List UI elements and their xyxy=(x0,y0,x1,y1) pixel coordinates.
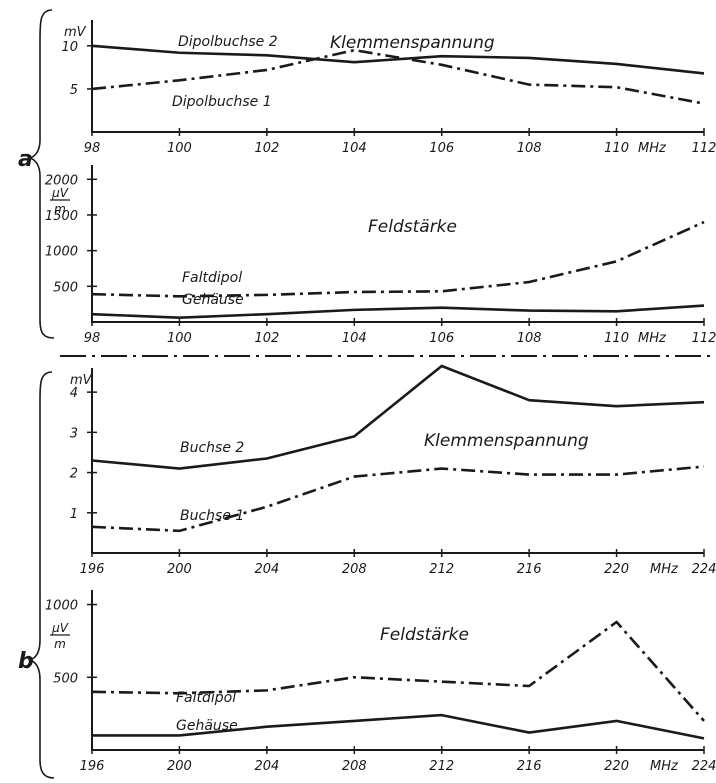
x-tick-label: 106 xyxy=(429,331,454,346)
series-label: Gehäuse xyxy=(182,292,244,308)
x-tick-label: 216 xyxy=(517,759,542,774)
group-brace-b xyxy=(27,371,55,779)
series-line-dipolbuchse-2 xyxy=(91,44,705,75)
x-tick-label: 196 xyxy=(80,759,105,774)
x-tick-label: 200 xyxy=(167,562,192,577)
series-line-geh-use xyxy=(92,713,705,740)
series-line-geh-use xyxy=(91,304,705,320)
y-axis-label: mV xyxy=(70,373,93,388)
group-label-b: b xyxy=(18,649,34,674)
y-tick-label: 1000 xyxy=(45,599,78,614)
y-tick-label: 5 xyxy=(70,83,78,98)
x-tick-label: 208 xyxy=(342,759,367,774)
x-tick-label: 108 xyxy=(517,141,542,156)
series-label: Dipolbuchse 2 xyxy=(178,34,278,50)
series-label: Gehäuse xyxy=(176,718,238,734)
axes xyxy=(91,368,704,554)
x-tick-label: 104 xyxy=(342,141,367,156)
y-tick-label: 10 xyxy=(61,40,78,55)
x-tick-label: 196 xyxy=(80,562,105,577)
y-tick-label: 2000 xyxy=(45,173,78,188)
charts-container: 98 100 102 104 106 108 110 112MHz510mVKlemmensp… xyxy=(45,20,716,774)
x-axis-unit: MHz xyxy=(638,141,667,156)
x-tick-label: 108 xyxy=(517,331,542,346)
x-tick-label: 216 xyxy=(517,562,542,577)
x-tick-label: 204 xyxy=(254,562,279,577)
series-line-faltdipol xyxy=(91,220,705,298)
x-tick-label: 102 xyxy=(254,331,279,346)
y-tick-label: 500 xyxy=(53,280,78,295)
series-line-dipolbuchse-1 xyxy=(91,48,705,105)
series-label: Faltdipol xyxy=(176,690,236,706)
x-tick-label: 98 xyxy=(84,331,101,346)
chart-title: Klemmenspannung xyxy=(330,33,495,53)
x-tick-label: 110 xyxy=(604,141,629,156)
group-label-a: a xyxy=(18,147,33,172)
x-tick-label: 212 xyxy=(429,562,454,577)
series-line-faltdipol xyxy=(91,620,705,722)
y-tick-label: 3 xyxy=(70,426,78,441)
series-label: Buchse 1 xyxy=(180,508,244,524)
series-line-buchse-1 xyxy=(91,465,705,533)
x-tick-label: 220 xyxy=(604,759,629,774)
chart-title: Feldstärke xyxy=(368,217,457,237)
x-tick-label: 102 xyxy=(254,141,279,156)
x-tick-label: 110 xyxy=(604,331,629,346)
x-tick-label: 224 xyxy=(692,759,716,774)
series-label: Dipolbuchse 1 xyxy=(172,94,272,110)
y-tick-label: 1 xyxy=(70,507,78,522)
x-axis-unit: MHz xyxy=(650,759,679,774)
chart-panel-3: 196 200 204 208 212 216 220 224 MHz 1 2 3 4mV Klemmen… xyxy=(70,364,716,577)
x-tick-label: 204 xyxy=(254,759,279,774)
x-tick-label: 208 xyxy=(342,562,367,577)
x-tick-label: 100 xyxy=(167,331,192,346)
chart-title: Feldstärke xyxy=(380,625,469,645)
y-axis-label-denominator: m xyxy=(54,637,66,651)
x-tick-label: 112 xyxy=(692,331,716,346)
chart-title: Klemmenspannung xyxy=(424,431,589,451)
x-tick-label: 212 xyxy=(429,759,454,774)
group-brace-a xyxy=(27,9,55,339)
x-tick-label: 220 xyxy=(604,562,629,577)
x-axis-unit: MHz xyxy=(650,562,679,577)
y-axis-label-numerator: µV xyxy=(51,621,69,635)
x-tick-label: 104 xyxy=(342,331,367,346)
x-tick-label: 112 xyxy=(692,141,716,156)
chart-panel-4: 196 200 204 208 212 216 220 224 MHz 500 1000 µV m Fel… xyxy=(45,590,716,774)
y-tick-label: 1500 xyxy=(45,209,78,224)
y-axis-label-numerator: µV xyxy=(51,186,69,200)
y-axis-label: mV xyxy=(64,25,87,40)
series-label: Faltdipol xyxy=(182,270,242,286)
y-tick-label: 1000 xyxy=(45,245,78,260)
x-tick-label: 106 xyxy=(429,141,454,156)
y-tick-label: 500 xyxy=(53,671,78,686)
chart-panel-2: 98 100 102 104 106 108 110 112 MHz 500 1000 1500 200… xyxy=(45,165,716,346)
x-tick-label: 200 xyxy=(167,759,192,774)
x-axis-unit: MHz xyxy=(638,331,667,346)
series-line-buchse-2 xyxy=(91,364,705,470)
y-tick-label: 4 xyxy=(70,386,78,401)
y-tick-label: 2 xyxy=(70,467,78,482)
x-tick-label: 100 xyxy=(167,141,192,156)
x-tick-label: 98 xyxy=(84,141,101,156)
x-tick-label: 224 xyxy=(692,562,716,577)
series-label: Buchse 2 xyxy=(180,440,244,456)
y-axis-label-denominator: m xyxy=(54,202,66,216)
